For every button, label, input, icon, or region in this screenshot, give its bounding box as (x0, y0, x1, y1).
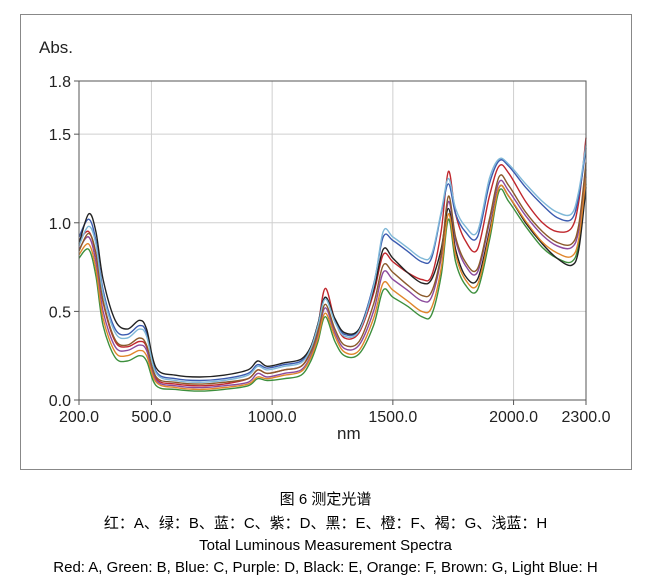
y-tick-label: 1.5 (49, 127, 71, 144)
chart-frame: Abs. nm 200.0 500.0 1000.0 1500.0 2000.0 2300… (20, 14, 632, 470)
series-line-f (78, 176, 587, 391)
axis-ticks: 200.0 500.0 1000.0 1500.0 2000.0 2300.0 0.0 0.5… (49, 74, 611, 426)
y-axis-label: Abs. (39, 38, 73, 57)
legend-cn: 红：A、绿：B、蓝：C、紫：D、黑：E、橙：F、褐：G、浅蓝：H (103, 515, 548, 532)
x-axis-label: nm (337, 424, 361, 443)
figure-title-en: Total Luminous Measurement Spectra (199, 537, 452, 554)
y-tick-label: 0.5 (49, 304, 71, 321)
series-line-a (78, 137, 587, 387)
legend-en: Red: A, Green: B, Blue: C, Purple: D, Bl… (53, 559, 598, 576)
figure-title-cn: 图 6 测定光谱 (279, 491, 372, 508)
y-tick-label: 0.0 (49, 393, 71, 410)
x-tick-label: 200.0 (59, 409, 99, 426)
spectra-chart: Abs. nm 200.0 500.0 1000.0 1500.0 2000.0 2300… (39, 38, 611, 443)
x-tick-label: 2000.0 (489, 409, 538, 426)
x-tick-label: 1500.0 (368, 409, 417, 426)
series-line-d (78, 169, 587, 389)
plot-area-border (78, 80, 587, 401)
series-line-h (78, 144, 587, 383)
series-line-b (78, 183, 587, 392)
x-tick-label: 1000.0 (248, 409, 297, 426)
series-line-g (78, 162, 587, 385)
x-tick-label: 500.0 (131, 409, 171, 426)
x-tick-label: 2300.0 (562, 409, 611, 426)
y-tick-label: 1.8 (49, 74, 71, 91)
y-tick-label: 1.0 (49, 216, 71, 233)
series-group (78, 137, 587, 392)
grid-lines (78, 80, 587, 401)
series-line-c (78, 148, 587, 382)
series-line-e (78, 184, 587, 378)
